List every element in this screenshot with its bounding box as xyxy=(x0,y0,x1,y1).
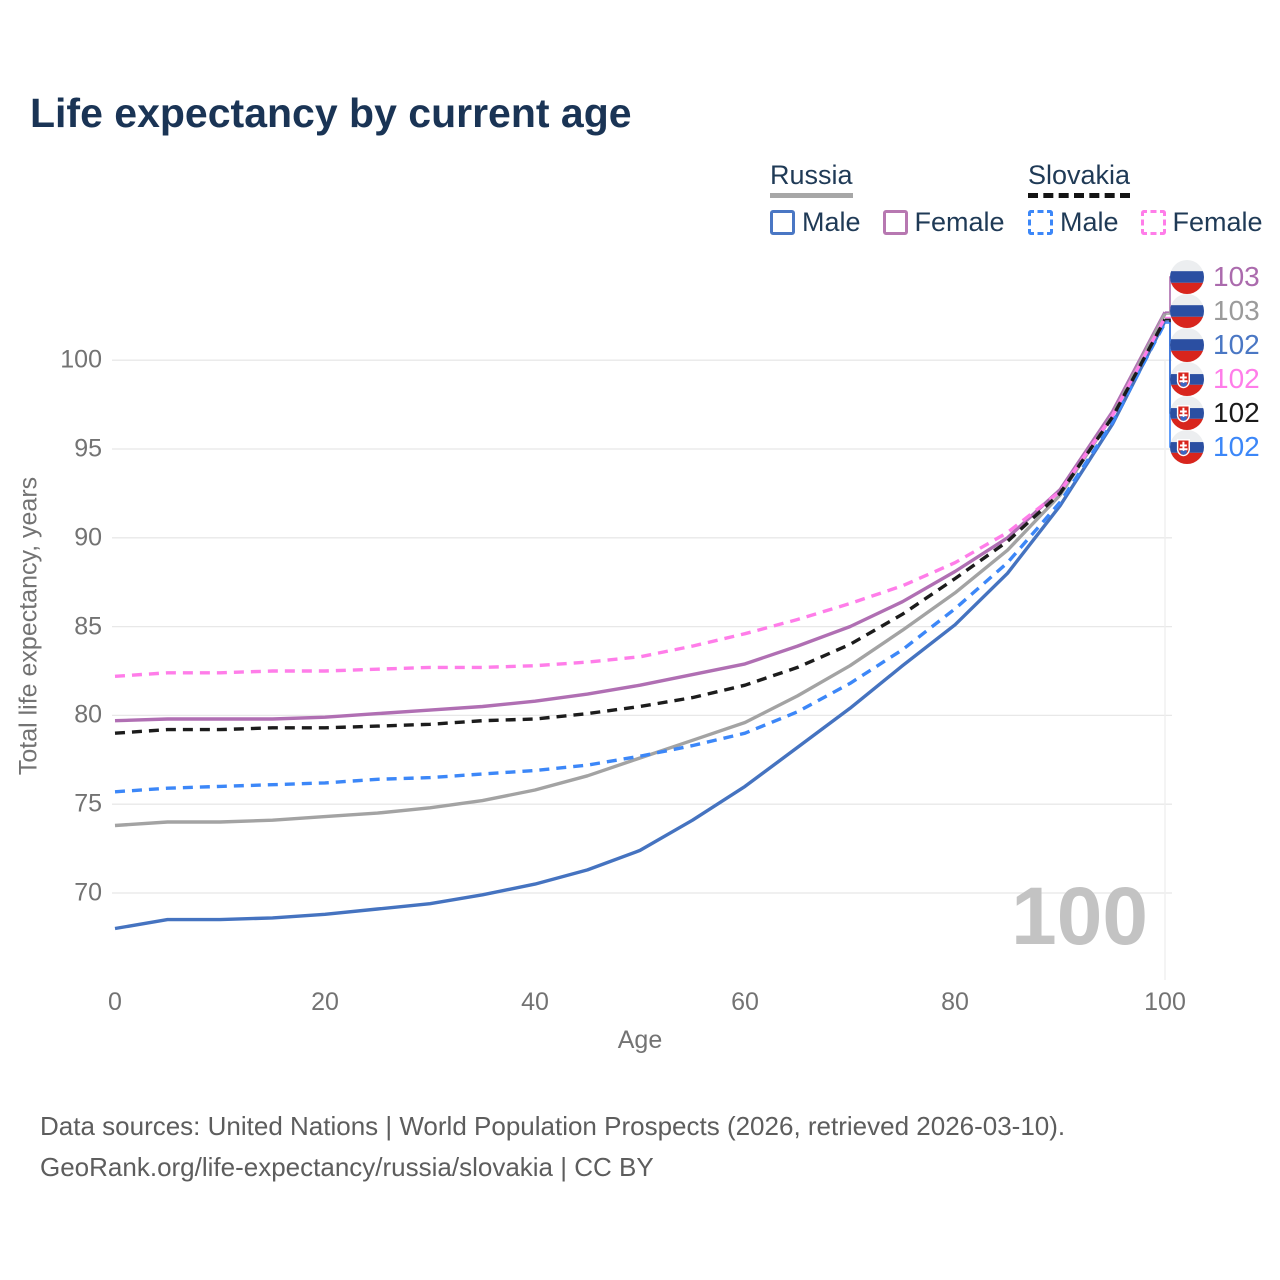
end-value: 103 xyxy=(1213,261,1260,292)
footer-url-line: GeoRank.org/life-expectancy/russia/slova… xyxy=(40,1152,654,1182)
x-tick-label: 0 xyxy=(108,988,122,1016)
x-tick-label: 20 xyxy=(311,988,339,1016)
end-value: 102 xyxy=(1213,363,1260,394)
end-label-russia-total: 103 xyxy=(1170,294,1260,328)
x-axis-title: Age xyxy=(617,1026,663,1054)
russia-male-swatch xyxy=(770,210,795,235)
end-value: 102 xyxy=(1213,397,1260,428)
watermark: 100 xyxy=(1011,871,1148,962)
x-tick-label: 100 xyxy=(1144,988,1186,1016)
legend-item-slovakia-female[interactable]: Female xyxy=(1140,207,1263,238)
y-tick-label: 75 xyxy=(74,789,102,818)
line-slovakia-female xyxy=(114,316,1167,678)
y-tick-label: 70 xyxy=(74,878,102,907)
footer-attribution: Data sources: United Nations | World Pop… xyxy=(40,1106,1065,1188)
y-tick-label: 95 xyxy=(74,434,102,463)
slovakia-flag-icon xyxy=(1170,362,1204,396)
end-value: 102 xyxy=(1213,329,1260,360)
x-tick-label: 40 xyxy=(521,988,549,1016)
line-slovakia-male xyxy=(114,322,1167,794)
slovakia-dashed-line-swatch xyxy=(1028,193,1131,198)
russia-flag-icon xyxy=(1170,294,1204,328)
x-tick-label: 60 xyxy=(731,988,759,1016)
slovakia-flag-icon xyxy=(1170,430,1204,464)
end-value: 102 xyxy=(1213,431,1260,462)
russia-flag-icon xyxy=(1170,328,1204,362)
legend-item-label: Male xyxy=(1060,207,1119,237)
legend-slovakia-label: Slovakia xyxy=(1028,160,1131,190)
legend-item-label: Female xyxy=(914,207,1005,237)
y-tick-label: 85 xyxy=(74,612,102,641)
russia-flag-icon xyxy=(1170,260,1204,294)
slovakia-male-swatch xyxy=(1028,210,1053,235)
legend-item-label: Female xyxy=(1172,207,1263,237)
y-tick-label: 100 xyxy=(60,345,102,374)
end-label-russia-male: 102 xyxy=(1170,328,1260,362)
y-tick-label: 90 xyxy=(74,523,102,552)
line-russia-male xyxy=(114,320,1167,931)
slovakia-female-swatch xyxy=(1140,210,1166,235)
legend-item-label: Male xyxy=(802,207,861,237)
legend-slovakia-header: Slovakia xyxy=(1028,160,1131,198)
legend-russia-header: Russia xyxy=(770,160,853,198)
line-slovakia-both-sexes xyxy=(114,318,1167,735)
line-russia-female xyxy=(114,311,1167,723)
line-russia-both-sexes xyxy=(114,313,1167,828)
end-label-slovakia-female: 102 xyxy=(1170,362,1260,396)
end-label-slovakia-total: 102 xyxy=(1170,396,1260,430)
end-label-russia-female: 103 xyxy=(1170,260,1260,294)
legend-item-russia-male[interactable]: Male xyxy=(770,207,861,238)
end-value: 103 xyxy=(1213,295,1260,326)
legend-russia-label: Russia xyxy=(770,160,853,190)
slovakia-flag-icon xyxy=(1170,396,1204,430)
legend-item-slovakia-male[interactable]: Male xyxy=(1028,207,1119,238)
legend-group-russia: Russia Male Female xyxy=(770,160,1005,238)
y-tick-label: 80 xyxy=(74,700,102,729)
x-tick-label: 80 xyxy=(941,988,969,1016)
data-source-line: Data sources: United Nations | World Pop… xyxy=(40,1111,1066,1141)
russia-female-swatch xyxy=(882,210,908,235)
end-label-slovakia-male: 102 xyxy=(1170,430,1260,464)
page-title: Life expectancy by current age xyxy=(30,90,632,136)
legend-item-russia-female[interactable]: Female xyxy=(882,207,1005,238)
legend-group-slovakia: Slovakia Male Female xyxy=(1028,160,1263,238)
russia-solid-line-swatch xyxy=(770,193,853,198)
